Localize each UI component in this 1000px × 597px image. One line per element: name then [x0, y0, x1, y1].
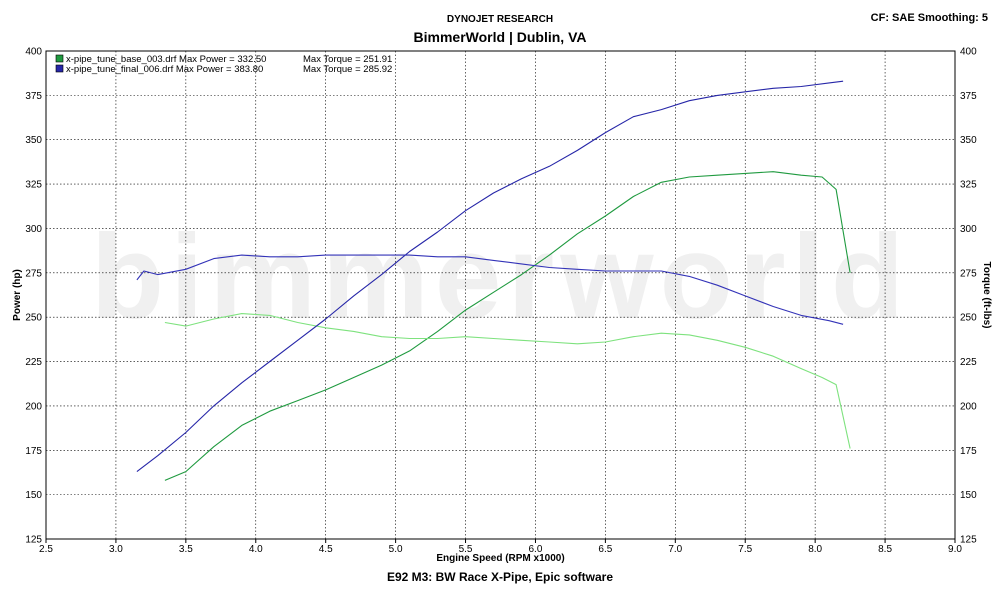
x-tick-label: 8.0 [808, 544, 822, 555]
y-tick-label-right: 250 [960, 313, 977, 324]
x-tick-label: 6.5 [598, 544, 612, 555]
x-tick-label: 8.5 [878, 544, 892, 555]
y-tick-label-left: 200 [25, 401, 42, 412]
series-line-power-0 [164, 171, 851, 481]
y-axis-label-left: Power (hp) [12, 269, 23, 321]
y-tick-label-right: 225 [960, 357, 977, 368]
watermark-text: bimmerworld [91, 210, 910, 344]
footer-title: E92 M3: BW Race X-Pipe, Epic software [386, 570, 614, 584]
series-line-power-2 [136, 80, 844, 473]
legend-swatch [55, 64, 64, 73]
legend-torque-label: Max Torque = 285.92 [303, 64, 392, 75]
y-tick-label-left: 375 [25, 91, 42, 102]
legend-torque-label: Max Torque = 251.91 [303, 54, 392, 65]
y-tick-label-left: 175 [25, 446, 42, 457]
x-axis-label: Engine Speed (RPM x1000) [436, 553, 564, 564]
y-tick-label-right: 150 [960, 490, 977, 501]
x-tick-label: 6.0 [529, 544, 543, 555]
x-tick-label: 5.0 [389, 544, 403, 555]
header-location: BimmerWorld | Dublin, VA [413, 29, 587, 45]
y-tick-label-left: 275 [25, 268, 42, 279]
y-tick-label-right: 375 [960, 91, 977, 102]
x-tick-label: 3.5 [179, 544, 193, 555]
y-tick-label-right: 400 [960, 47, 977, 58]
x-tick-label: 7.0 [668, 544, 682, 555]
y-tick-label-left: 150 [25, 490, 42, 501]
header-organization: DYNOJET RESEARCH [446, 14, 554, 25]
legend-swatch [55, 54, 64, 63]
y-axis-label-right: Torque (ft-lbs) [981, 261, 992, 328]
legend-label: x-pipe_tune_final_006.drf Max Power = 38… [66, 64, 263, 75]
x-tick-label: 4.5 [319, 544, 333, 555]
plot-frame [45, 50, 956, 540]
x-tick-label: 2.5 [39, 544, 53, 555]
y-tick-label-right: 200 [960, 401, 977, 412]
y-tick-label-right: 350 [960, 135, 977, 146]
y-tick-label-left: 350 [25, 135, 42, 146]
y-tick-label-left: 125 [25, 535, 42, 546]
y-tick-label-left: 325 [25, 180, 42, 191]
y-tick-label-left: 225 [25, 357, 42, 368]
x-tick-label: 3.0 [109, 544, 123, 555]
x-tick-label: 7.5 [738, 544, 752, 555]
series-line-torque-1 [164, 313, 851, 449]
y-tick-label-right: 275 [960, 268, 977, 279]
x-tick-label: 9.0 [948, 544, 962, 555]
header-settings: CF: SAE Smoothing: 5 [870, 12, 988, 24]
series-line-torque-3 [136, 254, 844, 325]
y-tick-label-right: 325 [960, 180, 977, 191]
y-tick-label-right: 175 [960, 446, 977, 457]
x-tick-label: 5.5 [459, 544, 473, 555]
y-tick-label-left: 300 [25, 224, 42, 235]
y-tick-label-right: 300 [960, 224, 977, 235]
y-tick-label-right: 125 [960, 535, 977, 546]
y-tick-label-left: 250 [25, 313, 42, 324]
x-tick-label: 4.0 [249, 544, 263, 555]
y-tick-label-left: 400 [25, 47, 42, 58]
legend-label: x-pipe_tune_base_003.drf Max Power = 332… [66, 54, 266, 65]
